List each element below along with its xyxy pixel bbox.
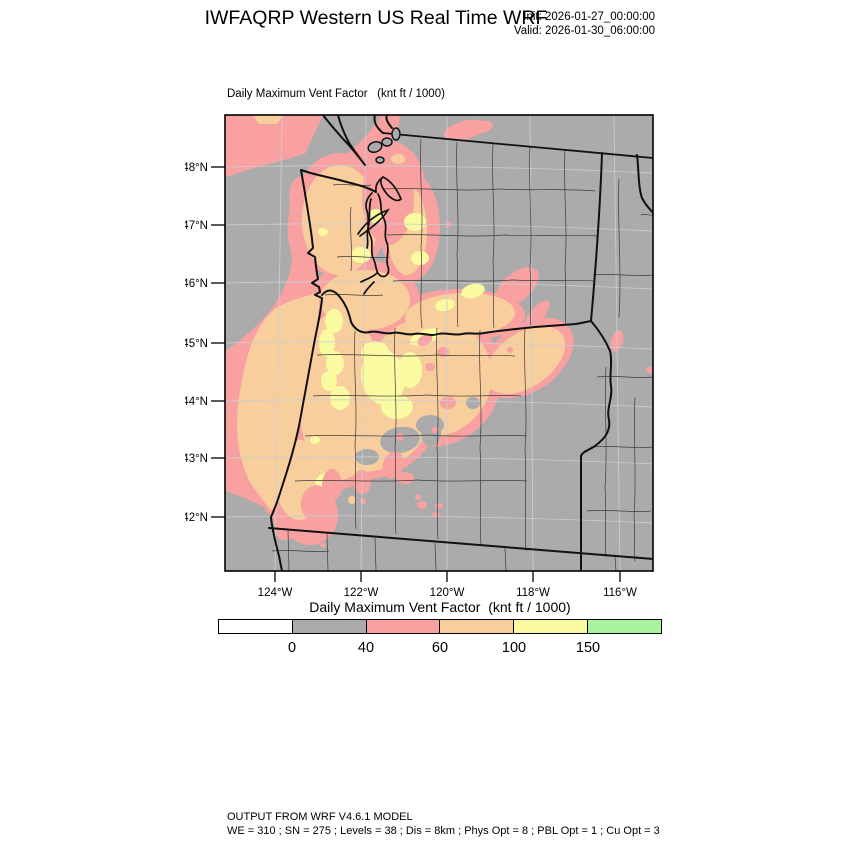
map-figure: 48°N 47°N 46°N 45°N 44°N 43°N 42°N 124°W…: [182, 100, 670, 605]
lon-axis-labels: 124°W 122°W 120°W 118°W 116°W: [258, 587, 637, 599]
colorbar-title: Daily Maximum Vent Factor (knt ft / 1000…: [309, 599, 571, 615]
colorbar-segment-100-150: [514, 620, 589, 633]
footer-line1: OUTPUT FROM WRF V4.6.1 MODEL: [227, 811, 413, 823]
lat-label: 43°N: [185, 453, 208, 465]
lon-label: 120°W: [430, 587, 465, 599]
colorbar: [218, 619, 662, 634]
vent-fill-gray-sw-corner: [225, 491, 283, 571]
vent-fill-tan-top-sliver: [253, 115, 283, 124]
idaho-montana-border: [636, 154, 653, 214]
pacific-coastline: [270, 169, 323, 571]
lat-label: 44°N: [185, 396, 208, 408]
axis-ticks: [211, 166, 621, 582]
colorbar-segment-40-60: [366, 620, 441, 633]
footer-line2: WE = 310 ; SN = 275 ; Levels = 38 ; Dis …: [227, 825, 660, 837]
state-borders-coastlines: [268, 115, 653, 571]
colorbar-tick-label: 0: [287, 640, 297, 656]
bc-mainland-coast: [373, 115, 384, 134]
42n-border: [268, 527, 653, 560]
colorbar-tick-label: 60: [431, 640, 449, 656]
colorbar-segment-60-100: [440, 620, 515, 633]
colorbar-tick-label: 150: [575, 640, 601, 656]
lat-label: 47°N: [185, 220, 208, 232]
lon-label: 124°W: [258, 587, 293, 599]
canada-border: [382, 132, 653, 159]
lat-label: 46°N: [185, 278, 208, 290]
puget-sound-lines: [357, 176, 402, 295]
vent-fill-tan-puget-dot: [391, 154, 405, 164]
lon-label: 122°W: [344, 587, 379, 599]
vent-fill-pink-puget: [362, 149, 414, 245]
columbia-river-border: [321, 289, 592, 336]
valid-time: Valid: 2026-01-30_06:00:00: [513, 25, 655, 37]
colorbar-segment-above-150: [588, 620, 661, 633]
map-svg: 48°N 47°N 46°N 45°N 44°N 43°N 42°N 124°W…: [182, 114, 654, 599]
colorbar-segment-0-40: [292, 620, 367, 633]
colorbar-tick-label: 40: [357, 640, 375, 656]
vent-fill-tan-ocean: [237, 293, 320, 511]
map-subtitle: Daily Maximum Vent Factor (knt ft / 1000…: [227, 88, 445, 100]
lat-axis-labels: 48°N 47°N 46°N 45°N 44°N 43°N 42°N: [182, 162, 208, 524]
lat-label: 48°N: [185, 162, 208, 174]
colorbar-segment-below-0: [219, 620, 293, 633]
init-time: Init: 2026-01-27_00:00:00: [523, 11, 655, 23]
vent-fill-pink-spots: [300, 119, 653, 547]
vent-fill-yellow: [310, 209, 485, 491]
lon-label: 116°W: [603, 587, 637, 599]
lon-label: 118°W: [516, 587, 550, 599]
graticule: [225, 115, 653, 571]
page-title: IWFAQRP Western US Real Time WRF: [204, 7, 548, 29]
vent-fill-gray-wedge: [225, 142, 367, 351]
model-times: Init: 2026-01-27_00:00:00 Valid: 2026-01…: [400, 10, 655, 38]
model-footer: OUTPUT FROM WRF V4.6.1 MODEL WE = 310 ; …: [227, 810, 660, 838]
vancouver-island-coast: [322, 115, 366, 166]
idaho-border: [580, 152, 613, 571]
bc-inlet: [385, 115, 393, 129]
county-boundaries: [271, 138, 653, 571]
colorbar-tick-label: 100: [501, 640, 527, 656]
lat-label: 45°N: [185, 338, 208, 350]
san-juan-islands: [367, 127, 401, 164]
strait-south-shore: [300, 169, 377, 193]
map-canvas: [224, 114, 654, 572]
lat-label: 42°N: [185, 512, 208, 524]
